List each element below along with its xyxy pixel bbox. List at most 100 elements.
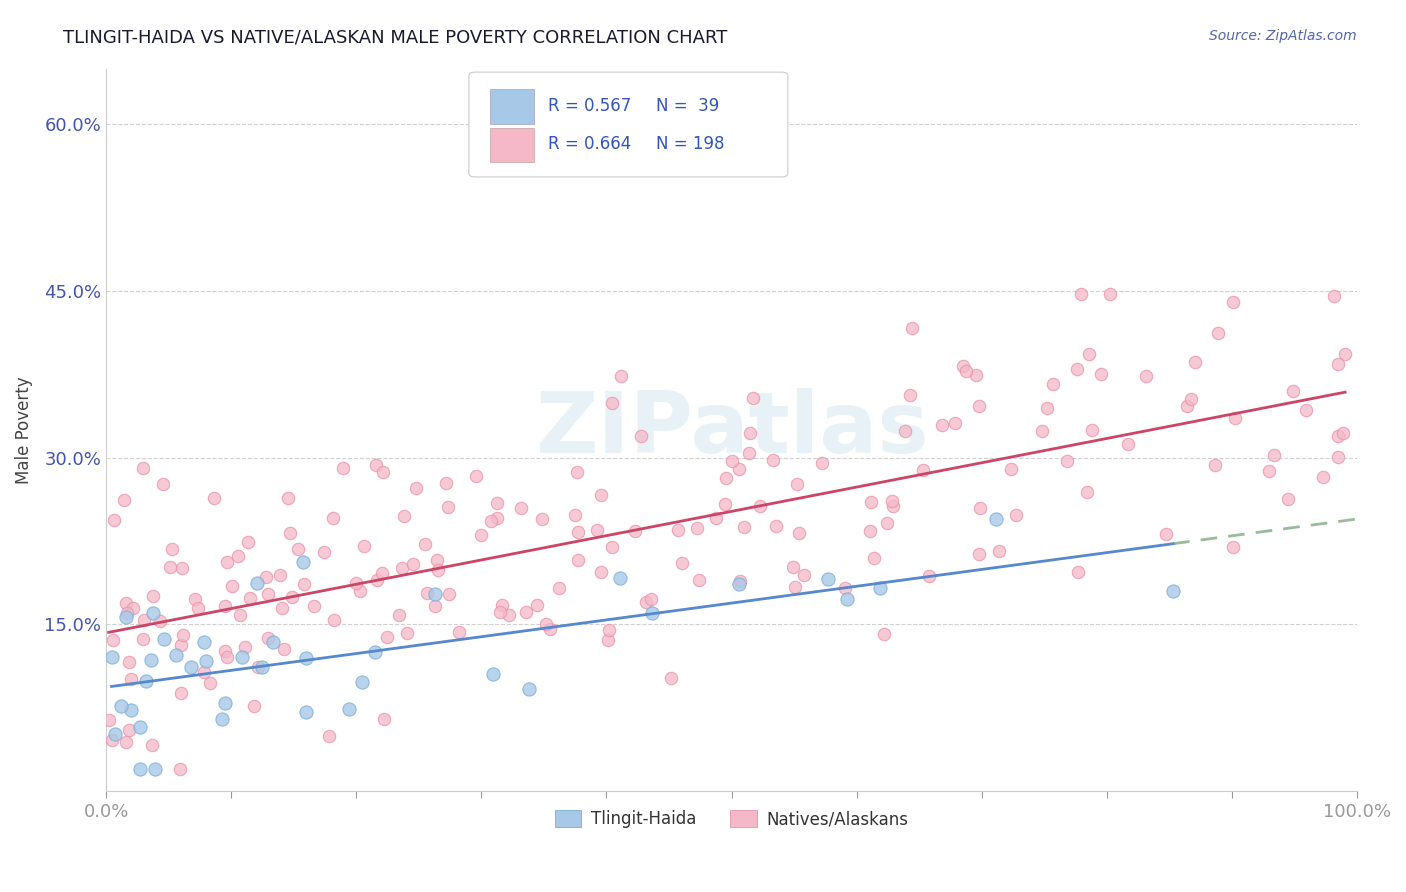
Point <box>640 592 662 607</box>
Point <box>1327 358 1350 372</box>
Point <box>1098 286 1121 301</box>
Point <box>659 671 682 685</box>
Point <box>534 617 557 632</box>
Point <box>250 660 273 674</box>
Point <box>392 508 415 523</box>
Point <box>214 644 236 658</box>
Text: N = 198: N = 198 <box>657 136 725 153</box>
Point <box>835 592 858 607</box>
Point <box>194 654 217 668</box>
Point <box>129 719 152 733</box>
Point <box>1180 392 1202 406</box>
Point <box>373 712 395 726</box>
Point <box>988 544 1011 558</box>
Point <box>318 729 340 743</box>
Point <box>531 512 554 526</box>
Point <box>246 659 269 673</box>
Point <box>172 628 194 642</box>
Point <box>141 739 163 753</box>
Point <box>322 511 344 525</box>
Text: TLINGIT-HAIDA VS NATIVE/ALASKAN MALE POVERTY CORRELATION CHART: TLINGIT-HAIDA VS NATIVE/ALASKAN MALE POV… <box>63 29 728 46</box>
Point <box>366 574 388 588</box>
Point <box>859 524 882 538</box>
Point <box>498 607 520 622</box>
Point <box>391 561 413 575</box>
Point <box>193 665 215 679</box>
Point <box>586 523 609 537</box>
Point <box>952 359 974 373</box>
Point <box>1204 458 1226 472</box>
Bar <box>491 89 534 124</box>
Bar <box>491 128 534 162</box>
Point <box>955 364 977 378</box>
Point <box>1323 289 1346 303</box>
Point <box>567 525 589 540</box>
Point <box>160 542 183 557</box>
Point <box>292 555 315 569</box>
FancyBboxPatch shape <box>468 72 787 177</box>
Point <box>159 559 181 574</box>
Point <box>269 568 291 582</box>
Point <box>238 591 260 606</box>
Point <box>120 703 142 717</box>
Point <box>1031 425 1053 439</box>
Point <box>131 632 153 646</box>
Point <box>862 550 884 565</box>
Point <box>1116 437 1139 451</box>
Point <box>423 587 446 601</box>
Point <box>246 575 269 590</box>
Point <box>129 762 152 776</box>
Point <box>1000 462 1022 476</box>
Point <box>738 426 761 441</box>
Point <box>1161 583 1184 598</box>
Point <box>869 581 891 595</box>
Point <box>427 564 450 578</box>
Point <box>515 605 537 619</box>
Point <box>101 732 124 747</box>
Point <box>810 456 832 470</box>
Point <box>118 656 141 670</box>
Point <box>730 574 752 589</box>
Point <box>491 598 513 612</box>
Point <box>793 567 815 582</box>
Point <box>931 417 953 432</box>
Point <box>1036 401 1059 415</box>
Point <box>526 599 548 613</box>
Point <box>918 569 941 583</box>
Point <box>596 633 619 648</box>
Point <box>786 476 808 491</box>
Point <box>1135 369 1157 384</box>
Point <box>449 625 471 640</box>
Point <box>294 651 316 665</box>
Point <box>152 476 174 491</box>
Legend: Tlingit-Haida, Natives/Alaskans: Tlingit-Haida, Natives/Alaskans <box>548 804 915 835</box>
Point <box>193 635 215 649</box>
Point <box>834 581 856 595</box>
Point <box>1066 565 1088 579</box>
Point <box>434 475 457 490</box>
Point <box>183 592 205 607</box>
Point <box>749 500 772 514</box>
Point <box>337 702 360 716</box>
Point <box>591 487 613 501</box>
Point <box>135 673 157 688</box>
Point <box>353 539 375 553</box>
Point <box>103 633 125 648</box>
Point <box>610 368 633 383</box>
Text: Source: ZipAtlas.com: Source: ZipAtlas.com <box>1209 29 1357 43</box>
Point <box>600 396 623 410</box>
Point <box>945 416 967 430</box>
Point <box>1263 449 1285 463</box>
Point <box>470 528 492 542</box>
Point <box>1295 403 1317 417</box>
Point <box>217 650 239 665</box>
Point <box>1326 429 1348 443</box>
Y-axis label: Male Poverty: Male Poverty <box>15 376 32 483</box>
Point <box>302 599 325 613</box>
Point <box>1334 346 1357 360</box>
Point <box>364 645 387 659</box>
Point <box>273 641 295 656</box>
Point <box>538 622 561 636</box>
Point <box>172 561 194 575</box>
Point <box>371 465 394 479</box>
